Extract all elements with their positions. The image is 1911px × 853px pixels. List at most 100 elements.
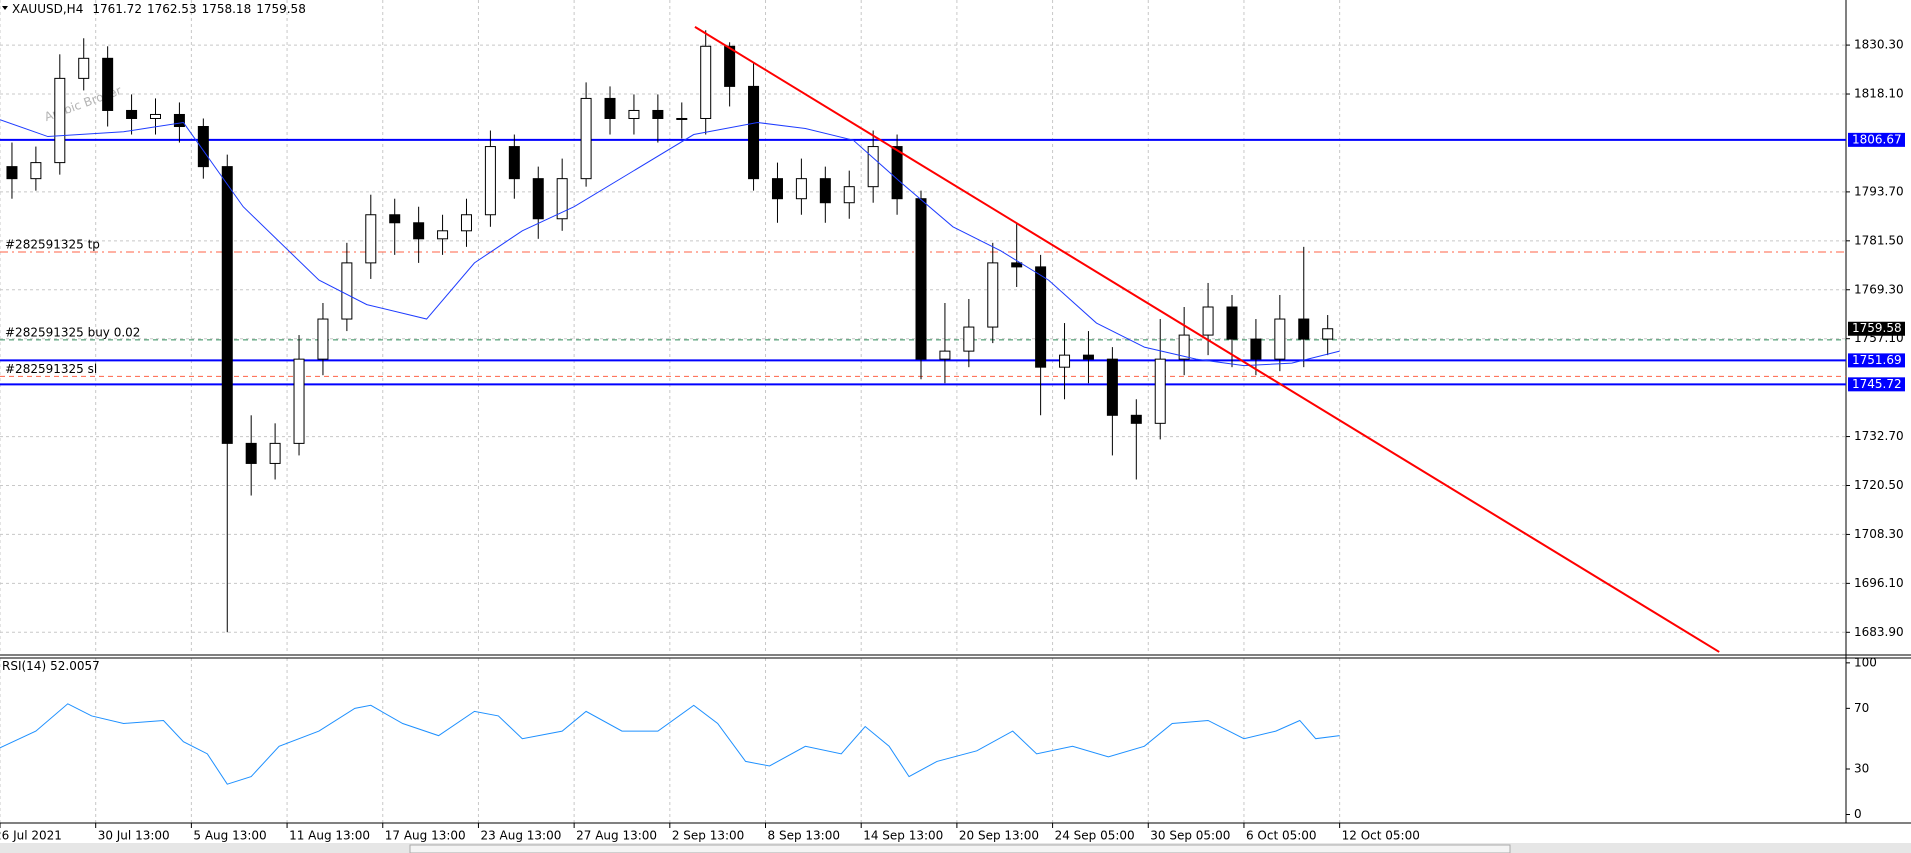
- x-tick-label: 27 Aug 13:00: [576, 829, 657, 843]
- candle-body: [269, 442, 281, 464]
- candle-body: [604, 97, 616, 119]
- y-tick-label: 1781.50: [1854, 233, 1904, 247]
- candle-body: [819, 178, 831, 204]
- candle-body: [1250, 338, 1262, 360]
- candle-body: [939, 350, 951, 360]
- candle-body: [173, 113, 185, 128]
- ohlc-value: 1762.53: [147, 2, 197, 16]
- candle-body: [484, 146, 496, 216]
- candle-body: [78, 57, 90, 79]
- candle-body: [102, 57, 114, 111]
- candle-body: [556, 178, 568, 220]
- price-label: 1806.67: [1852, 132, 1902, 146]
- order-label: #282591325 buy 0.02: [5, 325, 140, 339]
- candle-body: [413, 222, 425, 240]
- x-tick-label: 26 Jul 2021: [0, 829, 62, 843]
- price-label: 1751.69: [1852, 353, 1902, 367]
- candle-body: [437, 230, 449, 240]
- candle-body: [221, 166, 233, 444]
- ohlc-value: 1759.58: [256, 2, 306, 16]
- candle-body: [1322, 328, 1334, 340]
- trend-line: [694, 25, 1720, 653]
- candle-body: [1178, 334, 1190, 360]
- moving-average: [0, 119, 1340, 367]
- x-tick-label: 11 Aug 13:00: [289, 829, 370, 843]
- order-label: #282591325 sl: [5, 362, 97, 376]
- candle-body: [293, 358, 305, 444]
- candle-body: [652, 109, 664, 119]
- y-tick-label: 30: [1854, 762, 1869, 776]
- candle-body: [54, 77, 66, 164]
- candle-body: [724, 45, 736, 87]
- x-tick-label: 8 Sep 13:00: [768, 829, 840, 843]
- candle-body: [1154, 358, 1166, 424]
- candle-body: [867, 146, 879, 188]
- candle-body: [1106, 358, 1118, 416]
- candle-body: [341, 262, 353, 320]
- x-tick-label: 20 Sep 13:00: [959, 829, 1039, 843]
- candle-body: [460, 214, 472, 232]
- x-tick-label: 23 Aug 13:00: [480, 829, 561, 843]
- y-tick-label: 70: [1854, 701, 1869, 715]
- candle-body: [1202, 306, 1214, 336]
- candle-body: [245, 442, 257, 464]
- y-tick-label: 1818.10: [1854, 87, 1904, 101]
- y-tick-label: 1696.10: [1854, 576, 1904, 590]
- ohlc-value: 1758.18: [202, 2, 252, 16]
- y-tick-label: 1769.30: [1854, 282, 1904, 296]
- chart-header: XAUUSD,H4 1761.72 1762.53 1758.18 1759.58: [12, 2, 306, 16]
- rsi-value: 52.0057: [50, 659, 100, 673]
- x-tick-label: 30 Jul 13:00: [98, 829, 170, 843]
- x-tick-label: 12 Oct 05:00: [1342, 829, 1420, 843]
- bid-label: 1759.58: [1852, 321, 1902, 335]
- candle-body: [532, 178, 544, 220]
- candle-body: [1082, 354, 1094, 360]
- candle-body: [580, 97, 592, 180]
- candle-body: [676, 117, 688, 120]
- y-tick-label: 1720.50: [1854, 478, 1904, 492]
- candle-body: [987, 262, 999, 328]
- x-tick-label: 24 Sep 05:00: [1055, 829, 1135, 843]
- candle-body: [365, 214, 377, 264]
- y-tick-label: 1732.70: [1854, 429, 1904, 443]
- x-tick-label: 2 Sep 13:00: [672, 829, 744, 843]
- x-tick-label: 14 Sep 13:00: [863, 829, 943, 843]
- symbol: XAUUSD,H4: [12, 2, 83, 16]
- candle-body: [1059, 354, 1071, 368]
- candle-body: [771, 178, 783, 200]
- candle-body: [1298, 318, 1310, 340]
- candle-body: [1226, 306, 1238, 340]
- candle-body: [748, 85, 760, 180]
- y-tick-label: 100: [1854, 655, 1877, 669]
- price-label-box: [1848, 132, 1905, 147]
- price-label-box: [1848, 377, 1905, 392]
- y-tick-label: 0: [1854, 807, 1862, 821]
- candle-body: [963, 326, 975, 352]
- x-tick-label: 6 Oct 05:00: [1246, 829, 1317, 843]
- candle-body: [389, 214, 401, 224]
- y-tick-label: 1683.90: [1854, 625, 1904, 639]
- x-tick-label: 30 Sep 05:00: [1150, 829, 1230, 843]
- candle-body: [843, 186, 855, 204]
- candle-body: [149, 113, 161, 119]
- y-tick-label: 1830.30: [1854, 38, 1904, 52]
- menu-arrow: [2, 6, 8, 10]
- order-label: #282591325 tp: [5, 238, 100, 252]
- rsi-title: RSI(14): [2, 659, 46, 673]
- candle-body: [1011, 262, 1023, 268]
- price-label-box: [1848, 353, 1905, 368]
- candle-body: [700, 45, 712, 119]
- candle-body: [915, 198, 927, 360]
- y-tick-label: 1793.70: [1854, 184, 1904, 198]
- candle-body: [1130, 414, 1142, 424]
- candle-body: [197, 126, 209, 168]
- candle-body: [1274, 318, 1286, 360]
- candle-body: [1035, 266, 1047, 368]
- candle-body: [30, 162, 42, 180]
- scroll-bar[interactable]: [409, 844, 1511, 853]
- ohlc-value: 1761.72: [92, 2, 142, 16]
- price-label: 1745.72: [1852, 377, 1902, 391]
- candle-body: [6, 166, 18, 180]
- bid-label-box: [1848, 321, 1905, 336]
